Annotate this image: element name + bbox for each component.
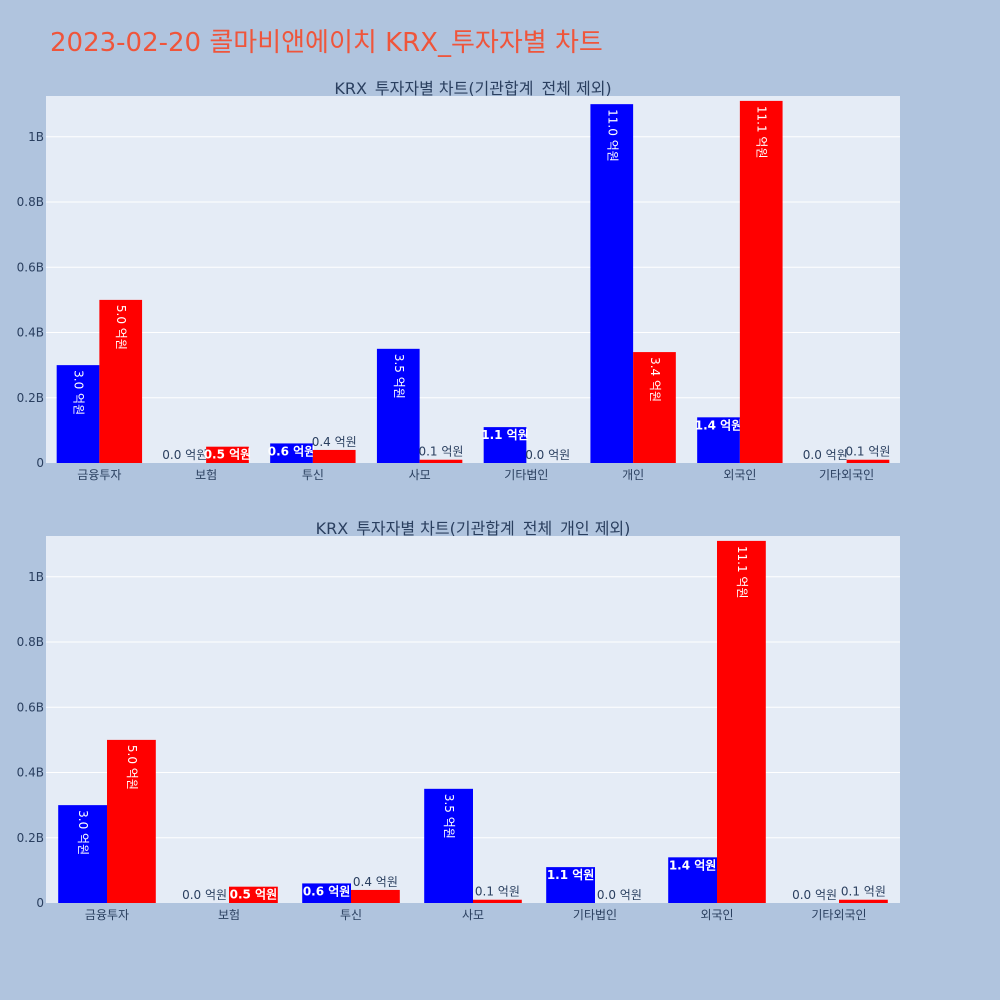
x-tick-label: 외국인	[700, 908, 733, 922]
sell-bar	[107, 739, 156, 903]
data-label: 0.0 억원	[597, 888, 642, 902]
x-tick-label: 사모	[409, 468, 431, 482]
data-label: 0.0 억원	[792, 888, 837, 902]
data-label: 1.4 억원	[669, 858, 717, 872]
x-tick-label: 기타외국인	[819, 468, 874, 482]
x-tick-label: 금융투자	[77, 468, 121, 482]
sell-bar	[229, 886, 278, 903]
buy-bar	[424, 788, 473, 903]
data-label: 1.1 억원	[481, 428, 529, 442]
investor-chart-excl-individual: KRX_투자자별 차트(기관합계_전체_개인 제외) 0 0.2B 0.4B 0.6B 0…	[17, 519, 900, 922]
x-tick-label: 기타외국인	[811, 908, 866, 922]
page-title: 2023-02-20 콜마비앤에이치 KRX_투자자별 차트	[50, 28, 603, 58]
data-label: 0.1 억원	[841, 885, 886, 899]
data-label: 0.0 억원	[182, 888, 227, 902]
buy-bar	[302, 883, 351, 903]
x-tick-label: 투신	[302, 468, 324, 482]
buy-bar	[56, 365, 100, 463]
data-label: 11.0 억원	[605, 109, 619, 162]
sell-bar	[717, 540, 766, 903]
data-label: 3.5 억원	[392, 354, 406, 399]
data-label: 3.5 억원	[442, 794, 456, 839]
y-tick-label: 0	[36, 456, 44, 470]
data-label: 3.0 억원	[76, 810, 90, 855]
x-tick-label: 사모	[462, 908, 484, 922]
data-label: 0.0 억원	[803, 448, 848, 462]
data-label: 0.1 억원	[845, 445, 890, 459]
data-label: 0.4 억원	[353, 875, 398, 889]
data-label: 5.0 억원	[125, 745, 139, 790]
y-tick-label: 0.2B	[17, 391, 44, 405]
data-label: 1.4 억원	[695, 418, 743, 432]
data-label: 0.5 억원	[230, 888, 278, 902]
sell-bar	[351, 889, 400, 903]
sell-bar	[473, 899, 522, 903]
x-tick-label: 기타법인	[573, 908, 617, 922]
buy-bar	[668, 857, 717, 903]
y-tick-label: 0.2B	[17, 831, 44, 845]
data-label: 11.1 억원	[755, 106, 769, 159]
chart-title: KRX_투자자별 차트(기관합계_전체_개인 제외)	[316, 519, 631, 539]
buy-bar	[546, 867, 595, 903]
y-tick-label: 1B	[28, 570, 44, 584]
data-label: 0.6 억원	[303, 884, 351, 898]
sell-bar	[633, 352, 676, 463]
data-label: 11.1 억원	[735, 546, 749, 599]
buy-bar	[590, 104, 634, 464]
data-label: 0.0 억원	[525, 448, 570, 462]
buy-bar	[483, 427, 527, 463]
data-label: 1.1 억원	[547, 868, 595, 882]
sell-bar	[206, 446, 249, 463]
x-tick-label: 금융투자	[85, 908, 129, 922]
x-tick-label: 투신	[340, 908, 362, 922]
sell-bar	[839, 899, 888, 903]
x-tick-label: 보험	[195, 468, 217, 482]
buy-bar	[697, 417, 740, 463]
x-tick-label: 외국인	[723, 468, 756, 482]
buy-bar	[58, 805, 107, 903]
sell-bar	[312, 449, 356, 463]
y-tick-label: 1B	[28, 130, 44, 144]
data-label: 0.1 억원	[475, 885, 520, 899]
y-tick-label: 0.6B	[17, 700, 44, 714]
buy-bar	[376, 348, 420, 463]
data-label: 0.6 억원	[268, 444, 316, 458]
chart-title: KRX_투자자별 차트(기관합계_전체 제외)	[334, 79, 611, 99]
sell-bar	[419, 459, 463, 463]
sell-bar	[739, 100, 783, 463]
data-label: 3.0 억원	[72, 370, 86, 415]
x-tick-label: 기타법인	[504, 468, 548, 482]
y-tick-label: 0.4B	[17, 766, 44, 780]
y-tick-label: 0.4B	[17, 326, 44, 340]
x-tick-label: 개인	[622, 468, 644, 482]
investor-chart-all: KRX_투자자별 차트(기관합계_전체 제외) 0 0.2B 0.4B 0.6B 0.8B…	[17, 79, 900, 482]
sell-bar	[99, 299, 143, 463]
data-label: 0.0 억원	[162, 448, 207, 462]
data-label: 0.1 억원	[418, 445, 463, 459]
y-tick-label: 0.6B	[17, 260, 44, 274]
y-tick-label: 0.8B	[17, 635, 44, 649]
data-label: 0.5 억원	[204, 448, 252, 462]
data-label: 3.4 억원	[648, 357, 662, 402]
sell-bar	[846, 459, 890, 463]
data-label: 5.0 억원	[114, 305, 128, 350]
y-tick-label: 0	[36, 896, 44, 910]
y-tick-label: 0.8B	[17, 195, 44, 209]
buy-bar	[270, 443, 313, 463]
data-label: 0.4 억원	[312, 435, 357, 449]
x-tick-label: 보험	[218, 908, 240, 922]
